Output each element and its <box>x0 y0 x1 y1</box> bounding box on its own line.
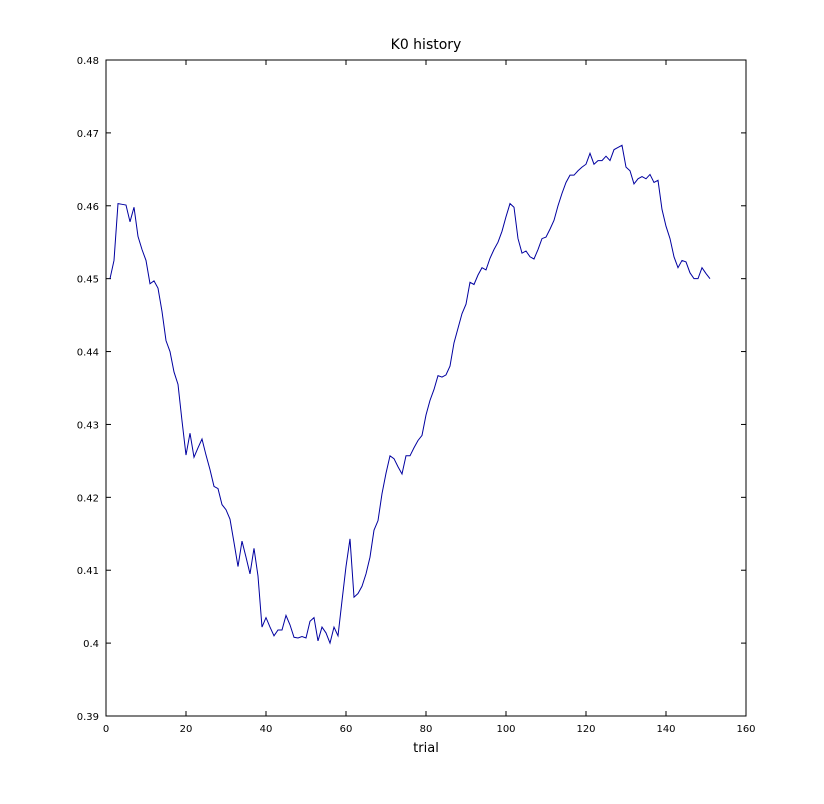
y-tick-label: 0.48 <box>77 56 99 67</box>
x-tick-label: 0 <box>103 724 109 735</box>
y-tick-label: 0.45 <box>77 275 99 286</box>
x-tick-label: 100 <box>496 724 515 735</box>
x-tick-label: 20 <box>180 724 193 735</box>
y-tick-label: 0.4 <box>83 639 99 650</box>
x-tick-label: 40 <box>260 724 273 735</box>
y-tick-label: 0.43 <box>77 420 99 431</box>
y-tick-label: 0.41 <box>77 566 99 577</box>
plot-area <box>105 59 747 717</box>
y-tick-label: 0.46 <box>77 202 99 213</box>
y-tick-label: 0.47 <box>77 129 99 140</box>
x-tick-label: 160 <box>736 724 755 735</box>
x-tick-label: 140 <box>656 724 675 735</box>
y-axis: 0.39 0.4 0.41 0.42 0.43 0.44 0.45 0.46 0.47 0.48 <box>77 56 746 723</box>
y-tick-label: 0.44 <box>77 348 99 359</box>
x-tick-label: 60 <box>340 724 353 735</box>
x-axis-label: trial <box>413 741 439 756</box>
x-axis: 0 20 40 60 80 100 120 140 160 <box>103 60 756 735</box>
y-tick-label: 0.42 <box>77 493 99 504</box>
y-tick-label: 0.39 <box>77 712 99 723</box>
x-tick-label: 120 <box>576 724 595 735</box>
series-line <box>109 144 711 645</box>
chart-title: K0 history <box>391 37 462 53</box>
x-tick-label: 80 <box>420 724 433 735</box>
